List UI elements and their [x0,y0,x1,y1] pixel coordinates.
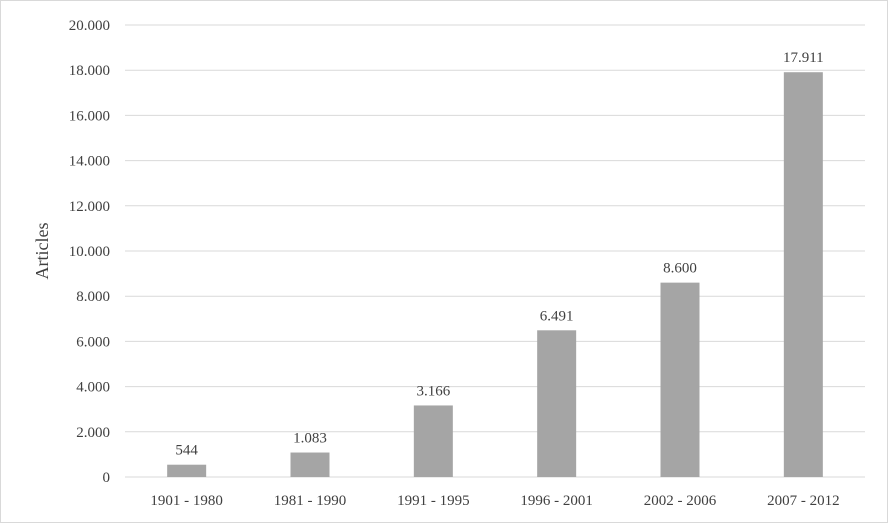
y-tick-label: 0 [103,470,111,486]
x-tick-label: 2002 - 2006 [644,493,717,509]
x-tick-label: 1996 - 2001 [520,493,593,509]
x-axis-categories: 1901 - 1980 1981 - 1990 1991 - 1995 1996 - … [150,493,839,509]
bar [290,452,330,477]
data-label: 544 [175,443,198,459]
data-label: 6.491 [540,308,574,324]
data-label: 8.600 [663,261,697,277]
y-tick-label: 4.000 [76,380,110,396]
y-axis-label: Articles [32,223,52,280]
y-tick-label: 8.000 [76,289,110,305]
x-tick-label: 1901 - 1980 [150,493,223,509]
x-tick-label: 1991 - 1995 [397,493,470,509]
y-tick-label: 18.000 [69,63,110,79]
y-tick-label: 20.000 [69,18,110,34]
y-tick-label: 14.000 [69,154,110,170]
bar [783,72,823,478]
y-tick-label: 2.000 [76,425,110,441]
bar [413,405,453,477]
x-tick-label: 2007 - 2012 [767,493,840,509]
data-label: 3.166 [416,383,450,399]
y-tick-label: 10.000 [69,244,110,260]
y-axis-ticks: 0 2.000 4.000 6.000 8.000 10.000 12.000 14.000 1… [69,18,110,486]
y-tick-label: 16.000 [69,108,110,124]
data-labels: 544 1.083 3.166 6.491 8.600 17.911 [175,50,823,458]
bar [167,464,207,477]
bars [167,72,823,478]
x-tick-label: 1981 - 1990 [274,493,347,509]
gridlines [125,24,865,478]
y-tick-label: 12.000 [69,199,110,215]
data-label: 17.911 [783,50,824,66]
data-label: 1.083 [293,431,327,447]
bar [660,282,700,477]
bar [537,330,577,477]
y-tick-label: 6.000 [76,334,110,350]
